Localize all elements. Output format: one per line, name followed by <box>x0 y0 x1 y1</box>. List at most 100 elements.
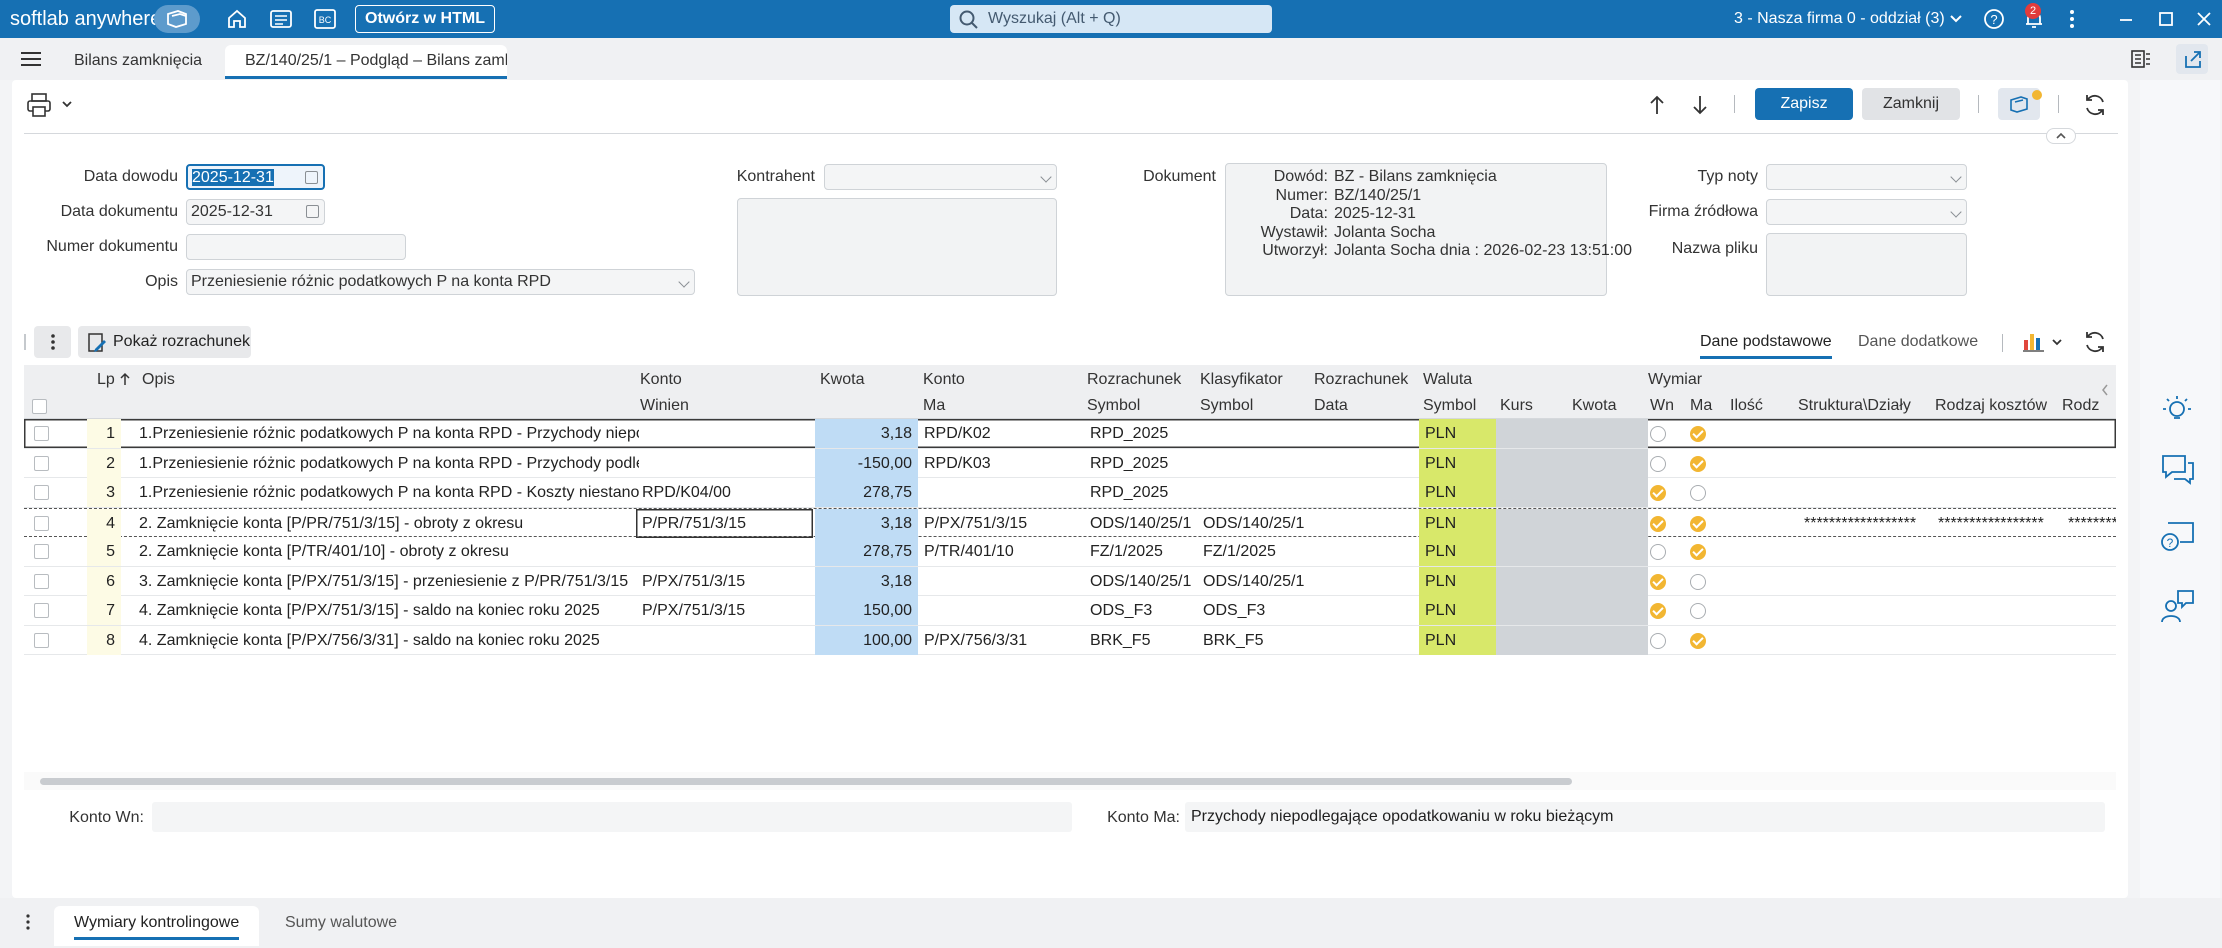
cell-ma[interactable] <box>921 478 1083 507</box>
col-konto-ma[interactable]: Konto <box>923 371 965 388</box>
hamburger-menu-icon[interactable] <box>20 50 42 68</box>
cell-opis[interactable]: 1.Przeniesienie różnic podatkowych P na … <box>139 484 639 501</box>
table-row[interactable]: 5 2. Zamknięcie konta [P/TR/401/10] - obr… <box>24 537 2116 567</box>
grid-refresh-icon[interactable] <box>2082 329 2108 355</box>
chart-dropdown-chevron-icon[interactable] <box>2051 338 2063 346</box>
cell-rozrachunek-symbol[interactable]: RPD_2025 <box>1090 454 1169 472</box>
cell-rodz[interactable]: ********** <box>2068 514 2116 532</box>
col-ma[interactable]: Ma <box>923 397 946 414</box>
col-wymiar-ma[interactable]: Ma <box>1690 397 1713 414</box>
cell-lp[interactable]: 3 <box>87 478 121 507</box>
col-wymiar[interactable]: Wymiar <box>1648 371 1703 388</box>
cell-rodzaj-kosztow[interactable]: ***************** <box>1938 514 2044 532</box>
print-dropdown-chevron-icon[interactable] <box>61 100 73 108</box>
cell-klasyfikator[interactable]: FZ/1/2025 <box>1203 543 1276 560</box>
grid-menu-button[interactable] <box>34 326 71 358</box>
cell-klasyfikator[interactable] <box>1200 478 1310 507</box>
cell-rodzaj-kosztow[interactable] <box>1938 449 2060 478</box>
cell-kwota[interactable]: 3,18 <box>815 566 918 596</box>
kontrahent-select[interactable] <box>824 164 1057 190</box>
wn-unchecked-radio[interactable] <box>1650 544 1666 560</box>
cell-rozrachunek-symbol[interactable]: FZ/1/2025 <box>1090 543 1163 560</box>
ma-checked-icon[interactable] <box>1690 632 1706 649</box>
cell-waluta[interactable]: PLN <box>1419 448 1496 478</box>
ma-unchecked-radio[interactable] <box>1690 485 1706 501</box>
table-row[interactable]: 8 4. Zamknięcie konta [P/PX/756/3/31] - s… <box>24 625 2116 655</box>
cell-kwota[interactable]: -150,00 <box>815 448 918 478</box>
save-button[interactable]: Zapisz <box>1755 88 1853 120</box>
refresh-icon[interactable] <box>2082 92 2108 118</box>
cell-rodz[interactable] <box>2068 419 2116 448</box>
lightbulb-icon[interactable] <box>2160 393 2194 427</box>
arrow-down-icon[interactable] <box>1691 94 1709 116</box>
cell-opis[interactable]: 4. Zamknięcie konta [P/PX/751/3/15] - sa… <box>139 602 600 619</box>
help-icon[interactable]: ? <box>1980 5 2008 33</box>
modules-button[interactable] <box>1998 88 2042 120</box>
row-checkbox[interactable] <box>34 603 49 618</box>
chat-icon[interactable] <box>2160 453 2196 487</box>
cell-opis[interactable]: 3. Zamknięcie konta [P/PX/751/3/15] - pr… <box>139 572 629 590</box>
cell-winien[interactable] <box>636 419 813 448</box>
tab-document-preview[interactable]: BZ/140/25/1 – Podgląd – Bilans zamknięci… <box>225 45 507 79</box>
col-waluta-symbol[interactable]: Symbol <box>1423 397 1477 414</box>
cell-waluta[interactable]: PLN <box>1419 596 1496 625</box>
opis-select[interactable]: Przeniesienie różnic podatkowych P na ko… <box>186 269 695 295</box>
cell-rozrachunek-symbol[interactable]: ODS_F3 <box>1090 602 1153 619</box>
ma-checked-icon[interactable] <box>1690 426 1706 442</box>
data-dokumentu-field[interactable]: 2025-12-31 <box>186 199 325 225</box>
ma-checked-icon[interactable] <box>1690 544 1706 560</box>
cell-lp[interactable]: 6 <box>87 566 121 596</box>
cell-winien[interactable]: RPD/K04/00 <box>642 484 731 501</box>
company-selector[interactable]: 3 - Nasza firma 0 - oddział (3) <box>1734 10 1945 27</box>
company-dropdown-chevron-icon[interactable] <box>1942 5 1970 33</box>
col-wymiar-wn[interactable]: Wn <box>1650 397 1674 414</box>
cell-struktura[interactable] <box>1804 596 1932 625</box>
cell-rozrachunek-symbol[interactable]: BRK_F5 <box>1090 631 1151 649</box>
cell-kurs[interactable] <box>1496 625 1648 655</box>
cell-kurs[interactable] <box>1496 448 1648 478</box>
row-checkbox[interactable] <box>34 632 49 648</box>
cell-ma[interactable]: RPD/K02 <box>924 425 991 442</box>
cell-klasyfikator[interactable] <box>1200 449 1310 478</box>
wn-checked-icon[interactable] <box>1650 515 1666 532</box>
wn-checked-icon[interactable] <box>1650 603 1666 619</box>
cell-ma[interactable]: P/TR/401/10 <box>924 543 1014 560</box>
col-rozrachunek-data[interactable]: Rozrachunek <box>1314 371 1409 388</box>
app-brand[interactable]: softlab anywhere <box>10 8 162 30</box>
home-icon[interactable] <box>223 5 251 33</box>
cell-struktura[interactable] <box>1804 537 1932 566</box>
cell-waluta[interactable]: PLN <box>1419 478 1496 507</box>
cell-klasyfikator[interactable] <box>1200 419 1310 448</box>
tab-list-icon[interactable] <box>2130 48 2152 70</box>
cell-kwota[interactable]: 278,75 <box>815 478 918 507</box>
tab-wymiary-kontrolingowe[interactable]: Wymiary kontrolingowe <box>54 906 260 946</box>
row-checkbox[interactable] <box>34 455 49 471</box>
col-data[interactable]: Data <box>1314 397 1348 414</box>
row-checkbox[interactable] <box>34 515 49 531</box>
show-settlement-button[interactable]: Pokaż rozrachunek <box>78 326 251 358</box>
bc-icon[interactable]: BC <box>311 5 339 33</box>
row-checkbox[interactable] <box>34 544 49 559</box>
cell-kurs[interactable] <box>1496 419 1648 448</box>
col-klasyfikator-symbol[interactable]: Symbol <box>1200 397 1254 414</box>
cell-waluta[interactable]: PLN <box>1419 625 1496 655</box>
cell-rodzaj-kosztow[interactable] <box>1938 567 2060 596</box>
cell-lp[interactable]: 1 <box>87 419 121 448</box>
ma-unchecked-radio[interactable] <box>1690 573 1706 590</box>
cell-klasyfikator[interactable]: ODS/140/25/1 <box>1203 514 1305 532</box>
col-struktura[interactable]: Struktura\Działy <box>1798 397 1911 414</box>
close-window-icon[interactable] <box>2190 5 2218 33</box>
col-konto-wn[interactable]: Konto <box>640 371 682 388</box>
cell-klasyfikator[interactable]: BRK_F5 <box>1203 631 1264 649</box>
cell-struktura[interactable] <box>1804 419 1932 448</box>
print-icon[interactable] <box>26 92 56 118</box>
cell-kwota[interactable]: 278,75 <box>815 537 918 566</box>
cell-kwota[interactable]: 150,00 <box>815 596 918 625</box>
sort-ascending-icon[interactable] <box>119 371 131 387</box>
cell-rodz[interactable] <box>2068 596 2116 625</box>
col-symbol[interactable]: Symbol <box>1087 397 1141 414</box>
more-menu-icon[interactable] <box>2058 5 2086 33</box>
cell-rodz[interactable] <box>2068 567 2116 596</box>
col-kwota[interactable]: Kwota <box>820 371 865 388</box>
cell-waluta[interactable]: PLN <box>1419 419 1496 448</box>
